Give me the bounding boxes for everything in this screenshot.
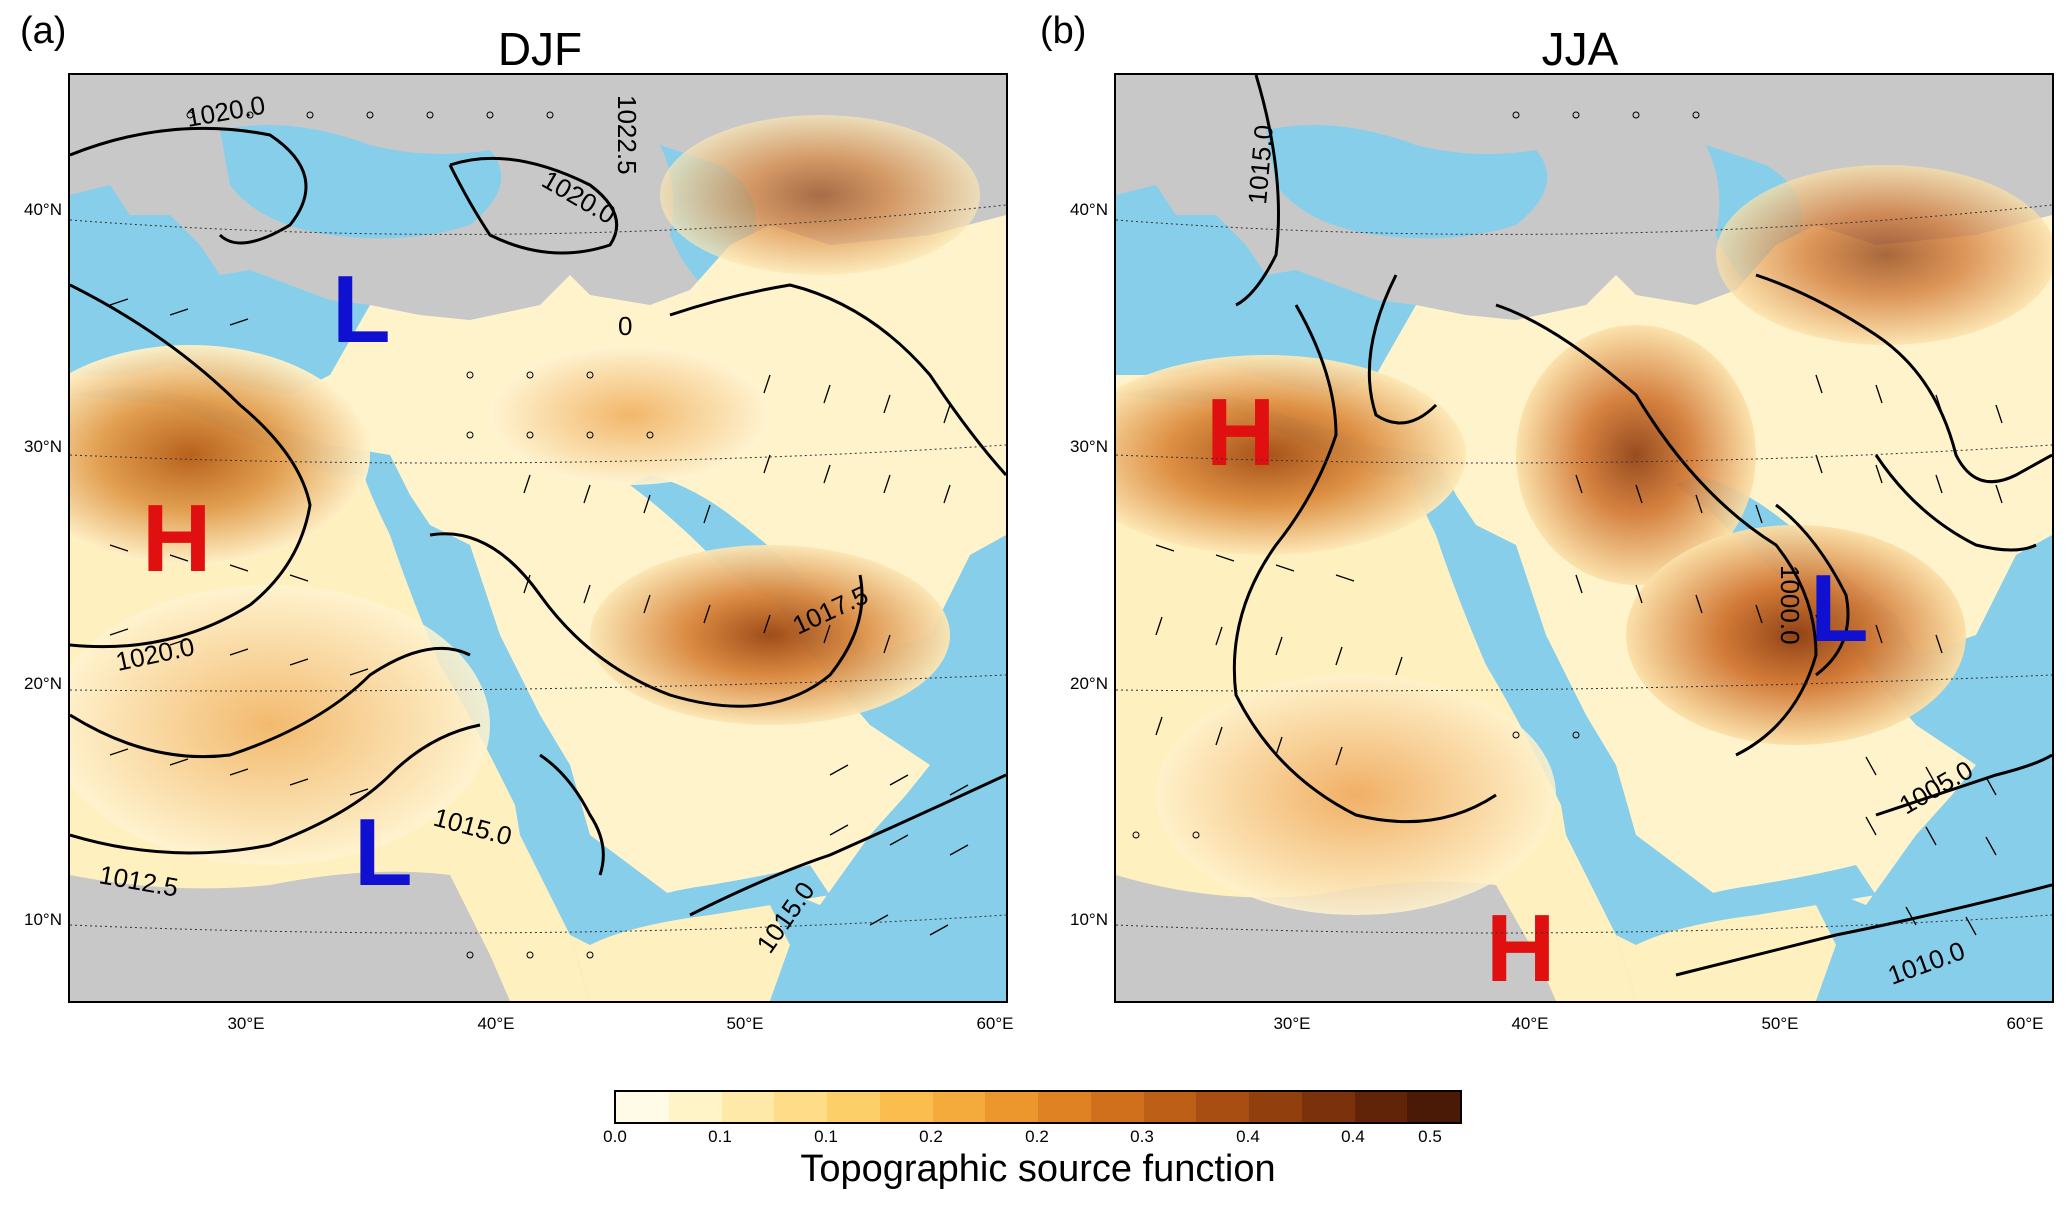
map-djf-svg: 1020.0 1020.0 1022.5 0 1017.5 1020.0 101… [70,75,1006,1001]
colorbar-tick: 0.2 [1025,1127,1049,1146]
arabia-land [70,215,1006,905]
dust-central-asia [1716,165,2052,345]
dust-central-asia [660,115,980,275]
colorbar-tick: 0.0 [603,1127,627,1146]
map-panel-jja: 1015.0 1000.0 1005.0 1010.0 H L H [1114,73,2054,1003]
colorbar-segment [1249,1092,1302,1122]
lon-label: 50°E [726,1014,764,1033]
lon-label: 30°E [1273,1014,1311,1033]
colorbar-segment [1038,1092,1091,1122]
arabian-sea [1816,735,2052,1001]
colorbar-segment [1354,1092,1408,1122]
graticule [70,204,1006,934]
lon-label: 50°E [1761,1014,1799,1033]
lat-label: 20°N [1070,674,1108,693]
gulf-of-aden [1616,865,1876,945]
lat-label: 30°N [1070,437,1108,456]
colorbar-segment [721,1092,775,1122]
colorbar-tick: 0.1 [814,1127,838,1146]
colorbar-segment [1090,1092,1144,1122]
lat-label: 10°N [1070,910,1108,929]
calm-wind-circles [186,111,654,959]
lon-label: 40°E [477,1014,515,1033]
dust-rub-al-khali [1626,525,1966,745]
colorbar-segment [879,1092,933,1122]
colorbar-label: Topographic source function [800,1148,1276,1190]
isobars [1232,75,2052,977]
calm-wind-circles [1132,111,1700,839]
wind-barb-field [1155,374,2003,936]
red-sea [1406,455,1616,875]
dust-syria [490,345,770,485]
gulf-of-aden [570,865,830,945]
graticule [1116,204,2052,934]
colorbar-tick: 0.2 [919,1127,943,1146]
no-data-south [70,871,510,1001]
low-pressure-marker: L [354,799,413,906]
colorbar-tick: 0.3 [1130,1127,1154,1146]
colorbar-tick: 0.4 [1341,1127,1365,1146]
no-data-south [1116,875,1556,1001]
lat-label: 40°N [1070,200,1108,219]
panel-a-title: DJF [497,23,583,75]
black-sea [1266,125,1548,239]
dust-sahara [1116,355,1466,555]
colorbar-tick: 0.1 [708,1127,732,1146]
lon-label: 60°E [2006,1014,2044,1033]
wind-barb-field [109,298,969,936]
colorbar-segment [668,1092,722,1122]
colorbar-segment [1196,1092,1249,1122]
lon-label: 40°E [1511,1014,1549,1033]
lat-label: 20°N [24,674,62,693]
map-panel-djf: 1020.0 1020.0 1022.5 0 1017.5 1020.0 101… [68,73,1008,1003]
colorbar-segment [774,1092,827,1122]
map-jja-svg: 1015.0 1000.0 1005.0 1010.0 H L H [1116,75,2052,1001]
dust-sudan [1156,675,1556,915]
pressure-centers: L H L [142,256,413,906]
high-pressure-marker: H [142,485,211,592]
colorbar-tick: 0.5 [1418,1127,1442,1146]
colorbar-segment [932,1092,986,1122]
panel-b-letter: (b) [1040,10,1087,52]
isobars [70,126,1006,917]
high-pressure-marker: H [1206,379,1275,486]
panel-b-title: JJA [1541,23,1619,75]
colorbar [614,1090,1462,1124]
colorbar-segment [1407,1092,1460,1122]
low-pressure-marker: L [332,256,391,363]
dust-sahel [70,585,490,865]
lat-label: 30°N [24,437,62,456]
isobar-label: 0 [618,311,632,341]
lat-label: 10°N [24,910,62,929]
colorbar-tick: 0.4 [1236,1127,1260,1146]
panel-a-letter: (a) [20,10,67,52]
colorbar-segment [616,1092,669,1122]
colorbar-segment [1301,1092,1355,1122]
dust-sahara [70,345,370,565]
isobar-label: 1000.0 [1775,565,1805,645]
isobar-label: 1022.5 [612,95,642,175]
colorbar-segment [827,1092,880,1122]
lon-label: 30°E [227,1014,265,1033]
pressure-centers: H L H [1206,379,1869,1001]
lon-label: 60°E [976,1014,1014,1033]
low-pressure-marker: L [1810,555,1869,662]
high-pressure-marker: H [1486,895,1555,1001]
isobar-label: 1015.0 [1242,124,1279,206]
lat-label: 40°N [24,200,62,219]
dust-rub-al-khali [590,545,950,725]
colorbar-segment [1143,1092,1197,1122]
dust-mesopotamia [1516,325,1756,585]
colorbar-segment [985,1092,1038,1122]
